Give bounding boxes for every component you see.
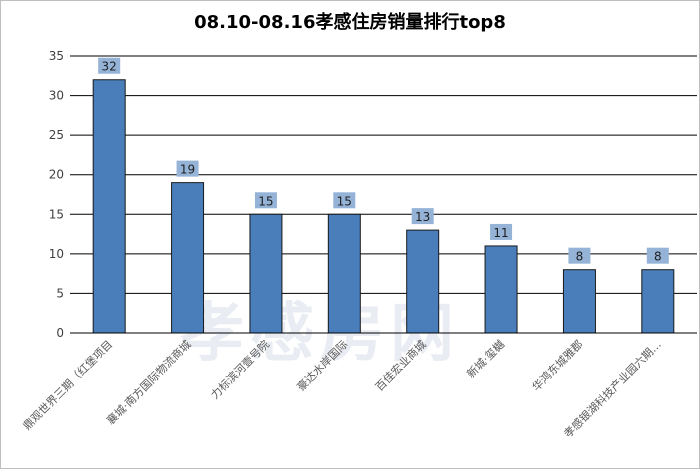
x-tick-label: 华鸿东城雅郡 xyxy=(529,337,586,394)
data-label-text: 11 xyxy=(493,226,508,240)
bar xyxy=(92,79,126,334)
bar xyxy=(327,213,361,334)
data-label: 8 xyxy=(568,247,591,264)
data-label-text: 13 xyxy=(415,210,430,224)
data-label-text: 15 xyxy=(258,194,273,208)
bar xyxy=(406,229,440,334)
bars xyxy=(92,79,675,334)
x-tick-label: 鼎观世界三期（红堡项目 xyxy=(20,337,115,432)
data-label-box xyxy=(254,192,277,209)
data-label-box xyxy=(176,160,199,177)
data-label: 13 xyxy=(411,208,434,225)
y-tick-label: 0 xyxy=(56,326,64,340)
data-label: 19 xyxy=(176,160,199,177)
data-label: 11 xyxy=(490,223,513,240)
data-label: 32 xyxy=(98,57,121,74)
x-tick-label: 襄城·南方国际物流商城 xyxy=(104,337,194,427)
chart-title: 08.10-08.16孝感住房销量排行top8 xyxy=(194,12,506,33)
bar xyxy=(641,269,675,334)
data-label: 15 xyxy=(333,192,356,209)
y-tick-label: 20 xyxy=(49,168,64,182)
data-labels: 32 19 15 15 13 11 8 8 xyxy=(98,57,669,264)
data-label-text: 32 xyxy=(102,60,117,74)
bar xyxy=(171,182,205,334)
data-label-text: 19 xyxy=(180,163,195,177)
data-label-text: 8 xyxy=(576,250,584,264)
y-tick-label: 5 xyxy=(56,286,64,300)
y-tick-label: 15 xyxy=(49,207,64,221)
data-label-box xyxy=(646,247,669,264)
y-tick-label: 10 xyxy=(49,247,64,261)
data-label: 15 xyxy=(254,192,277,209)
data-label-box xyxy=(490,223,513,240)
y-axis-ticks: 0 5 10 15 20 25 30 35 xyxy=(49,49,64,340)
y-tick-label: 25 xyxy=(49,128,64,142)
bar xyxy=(249,213,283,334)
bar xyxy=(484,245,518,334)
data-label-box xyxy=(333,192,356,209)
data-label-text: 15 xyxy=(337,194,352,208)
y-tick-label: 35 xyxy=(49,49,64,63)
data-label-box xyxy=(98,57,121,74)
data-label-box xyxy=(568,247,591,264)
gridlines xyxy=(70,55,697,334)
y-tick-label: 30 xyxy=(49,89,64,103)
x-tick-label: 新城·玺樾 xyxy=(464,337,507,380)
data-label-box xyxy=(411,208,434,225)
bar xyxy=(562,269,596,334)
data-label: 8 xyxy=(646,247,669,264)
data-label-text: 8 xyxy=(654,250,662,264)
